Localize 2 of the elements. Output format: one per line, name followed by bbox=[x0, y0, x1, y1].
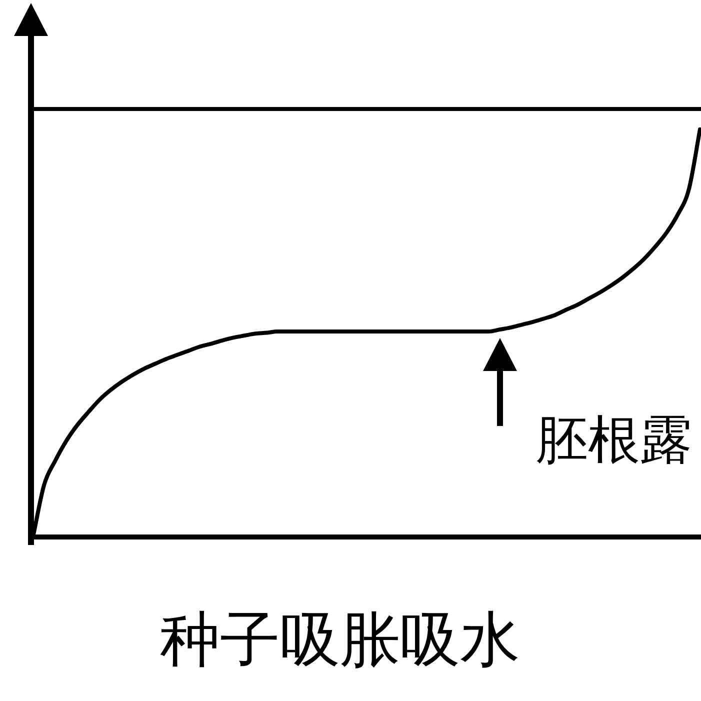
annotation: 胚根露 bbox=[536, 410, 692, 471]
x-axis-title: 种子吸胀吸水 bbox=[160, 605, 520, 675]
